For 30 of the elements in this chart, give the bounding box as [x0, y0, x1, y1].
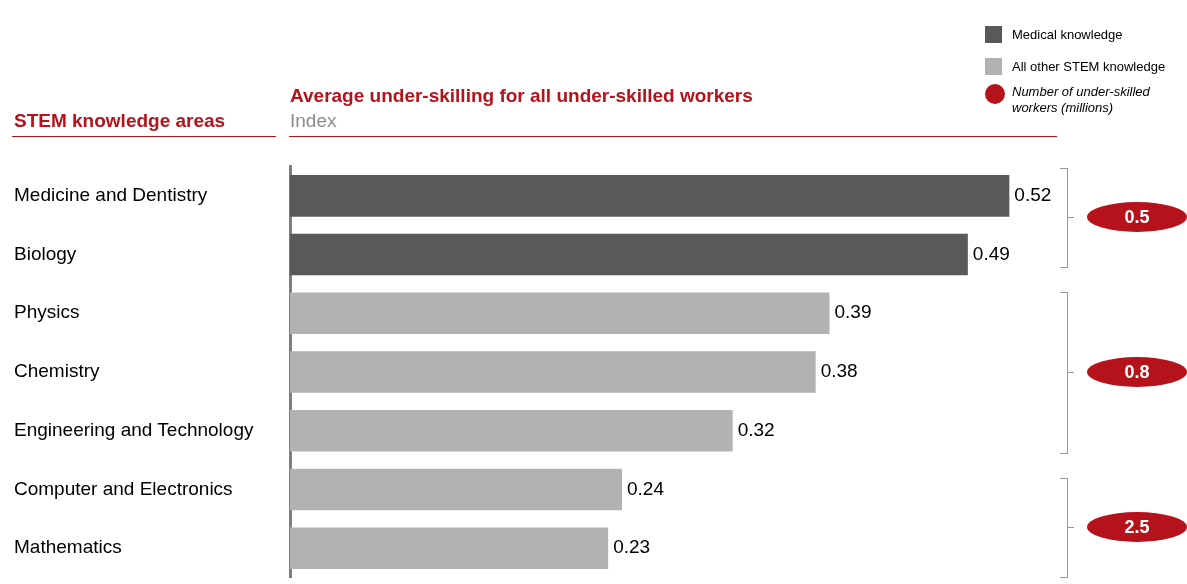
- legend-label: All other STEM knowledge: [1012, 58, 1166, 74]
- data-label: 0.32: [737, 418, 775, 440]
- text: Number of under-skilled workers (millions): [1012, 84, 1151, 116]
- y-tick-label: Engineering and Technology: [14, 418, 254, 440]
- data-label: 0.38: [820, 360, 858, 382]
- legend-label: Medical knowledge: [1012, 26, 1123, 42]
- bar: [290, 292, 830, 335]
- chart-title: Average under-skilling for all under-skilled workers: [290, 85, 753, 107]
- data-label: 0.52: [1014, 184, 1052, 206]
- bar: [290, 409, 733, 452]
- y-tick-label: Physics: [14, 301, 80, 323]
- bar: [290, 174, 1010, 217]
- bar: [290, 351, 816, 393]
- y-tick-label: Biology: [14, 242, 77, 264]
- y-tick-label: Medicine and Dentistry: [14, 184, 208, 206]
- data-label: 0.24: [627, 477, 665, 499]
- text: 2.5: [1087, 512, 1187, 542]
- data-label: 0.49: [972, 242, 1010, 264]
- y-tick-label: Chemistry: [14, 360, 101, 382]
- bar: [290, 527, 609, 570]
- data-label: 0.39: [834, 301, 872, 323]
- chart-subtitle: Index: [290, 110, 337, 132]
- y-tick-label: Computer and Electronics: [14, 477, 233, 499]
- bar: [290, 468, 622, 511]
- bar: [290, 233, 968, 276]
- y-axis-title: STEM knowledge areas: [14, 110, 226, 132]
- text: 0.8: [1087, 357, 1187, 387]
- y-tick-label: Mathematics: [14, 536, 122, 558]
- data-label: 0.23: [613, 536, 651, 558]
- text: 0.5: [1087, 202, 1187, 232]
